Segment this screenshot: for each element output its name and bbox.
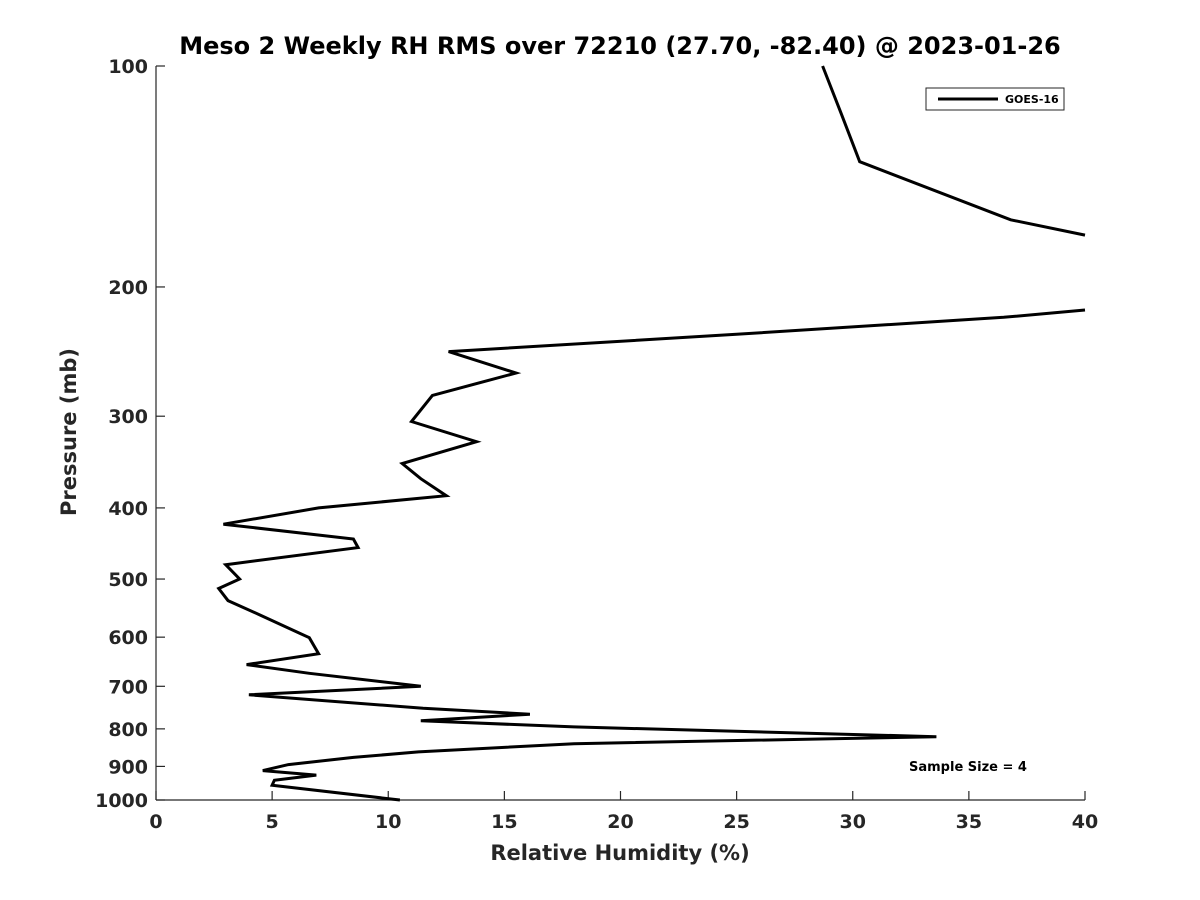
- legend: GOES-16: [925, 87, 1065, 111]
- x-tick-label: 0: [149, 811, 162, 833]
- x-tick-label: 30: [840, 811, 866, 833]
- x-tick-label: 20: [607, 811, 633, 833]
- y-tick-label: 400: [108, 498, 148, 520]
- y-tick-label: 800: [108, 719, 148, 741]
- x-tick-label: 40: [1072, 811, 1098, 833]
- x-tick-label: 25: [723, 811, 749, 833]
- y-tick-label: 600: [108, 627, 148, 649]
- y-tick-label: 900: [108, 756, 148, 778]
- series-layer: [216, 65, 1086, 802]
- x-axis-label: Relative Humidity (%): [490, 841, 749, 865]
- series-line-goes-16: [821, 65, 1086, 237]
- x-tick-label: 5: [266, 811, 279, 833]
- y-tick-label: 200: [108, 277, 148, 299]
- chart-title: Meso 2 Weekly RH RMS over 72210 (27.70, …: [179, 32, 1061, 60]
- x-tick-label: 15: [491, 811, 517, 833]
- y-axis-ticks: 100 200 300 400 500 600 700 800 900 1000: [95, 56, 165, 812]
- sample-size-annotation: Sample Size = 4: [909, 760, 1027, 775]
- legend-label: GOES-16: [1005, 93, 1059, 106]
- x-tick-label: 35: [956, 811, 982, 833]
- y-tick-label: 1000: [95, 790, 148, 812]
- y-axis-label: Pressure (mb): [57, 348, 81, 516]
- y-tick-label: 500: [108, 569, 148, 591]
- y-tick-label: 100: [108, 56, 148, 78]
- plot-axes: [155, 66, 1085, 801]
- y-tick-label: 300: [108, 406, 148, 428]
- series-line-goes-16: [216, 308, 1086, 802]
- x-axis-ticks: 0 5 10 15 20 25 30 35 40: [149, 791, 1098, 833]
- x-tick-label: 10: [375, 811, 401, 833]
- y-tick-label: 700: [108, 676, 148, 698]
